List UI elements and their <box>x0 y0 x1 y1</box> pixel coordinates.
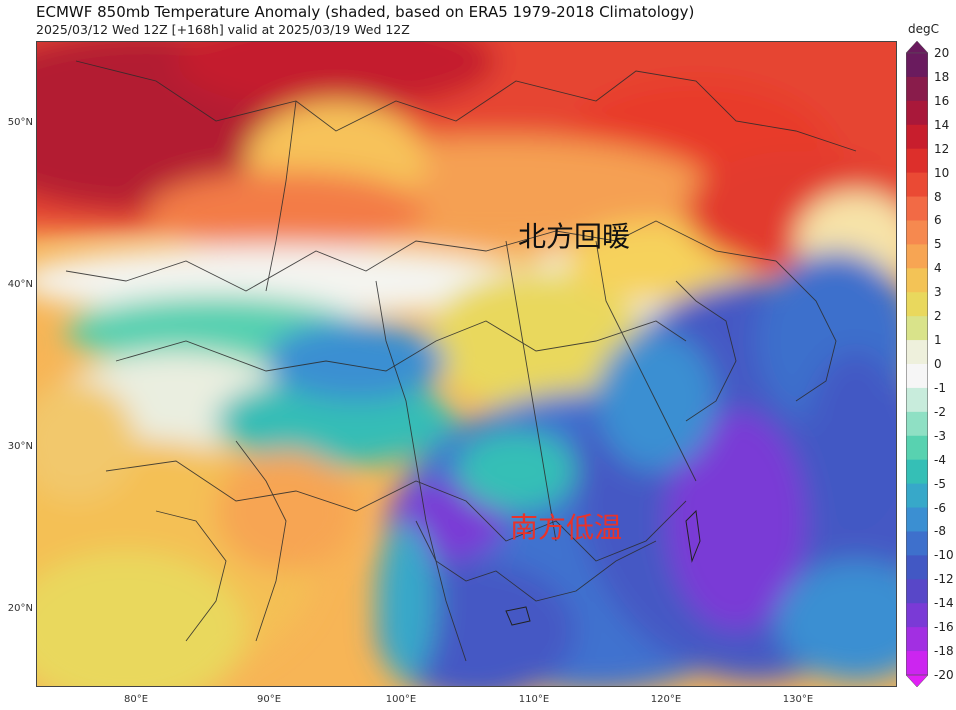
colorbar-segment <box>906 100 928 126</box>
colorbar-segment <box>906 555 928 580</box>
colorbar-tick-label: 16 <box>934 93 950 108</box>
lon-label-90: 90°E <box>256 694 282 705</box>
colorbar-tick-label: 3 <box>934 285 942 300</box>
colorbar-segment <box>906 196 928 222</box>
colorbar-segment <box>906 292 928 317</box>
colorbar-tick-label: -18 <box>934 644 954 659</box>
colorbar-frame <box>906 52 928 676</box>
colorbar-segment <box>906 148 928 174</box>
lat-label-40: 40°N <box>7 279 33 290</box>
colorbar-segment <box>906 364 928 389</box>
colorbar-segment <box>906 76 928 102</box>
colorbar-segment <box>906 603 928 628</box>
colorbar-segment <box>906 316 928 341</box>
colorbar <box>906 41 928 687</box>
colorbar-tick-label: 18 <box>934 69 950 84</box>
colorbar-segment <box>906 507 928 533</box>
colorbar-tick-label: 1 <box>934 333 942 348</box>
colorbar-tick-label: -12 <box>934 572 954 587</box>
colorbar-segment <box>906 483 928 509</box>
colorbar-segment <box>906 220 928 245</box>
lon-label-110: 110°E <box>518 694 550 705</box>
lon-label-130: 130°E <box>782 694 814 705</box>
colorbar-tick-label: -20 <box>934 668 954 682</box>
colorbar-tick-label: 14 <box>934 117 950 132</box>
chart-title: ECMWF 850mb Temperature Anomaly (shaded,… <box>36 3 695 21</box>
colorbar-segment <box>906 340 928 365</box>
colorbar-segment <box>906 53 928 78</box>
colorbar-tick-label: 12 <box>934 141 950 156</box>
colorbar-tick-label: 8 <box>934 189 942 204</box>
colorbar-tick-label: 5 <box>934 237 942 252</box>
lat-label-20: 20°N <box>7 603 33 614</box>
colorbar-segment <box>906 651 928 676</box>
lat-label-50: 50°N <box>7 117 33 128</box>
colorbar-tick-label: 2 <box>934 309 942 324</box>
colorbar-segment <box>906 579 928 604</box>
annotation-north-warming: 北方回暖 <box>518 220 631 253</box>
colorbar-tick-label: -1 <box>934 380 946 395</box>
colorbar-tick-label: -16 <box>934 620 954 635</box>
colorbar-segment <box>906 627 928 652</box>
colorbar-top-arrow <box>906 41 928 54</box>
colorbar-tick-label: -3 <box>934 428 946 443</box>
colorbar-segment <box>906 459 928 485</box>
colorbar-tick-label: -4 <box>934 452 946 467</box>
colorbar-tick-label: 0 <box>934 357 942 371</box>
lon-label-80: 80°E <box>123 694 149 705</box>
temperature-anomaly-map <box>36 41 897 687</box>
chart-subtitle: 2025/03/12 Wed 12Z [+168h] valid at 2025… <box>36 22 410 37</box>
colorbar-segment <box>906 124 928 150</box>
colorbar-tick-label: 20 <box>934 46 950 60</box>
lon-label-100: 100°E <box>385 694 417 705</box>
colorbar-segment <box>906 411 928 437</box>
colorbar-tick-label: 10 <box>934 165 950 180</box>
colorbar-tick-label: 4 <box>934 261 942 276</box>
colorbar-unit: degC <box>908 22 939 36</box>
colorbar-segment <box>906 387 928 413</box>
lon-label-120: 120°E <box>650 694 682 705</box>
colorbar-tick-label: -5 <box>934 476 946 491</box>
colorbar-tick-label: -8 <box>934 524 946 539</box>
colorbar-tick-label: -10 <box>934 548 954 563</box>
colorbar-segment <box>906 531 928 556</box>
colorbar-tick-label: -2 <box>934 404 946 419</box>
colorbar-segment <box>906 244 928 269</box>
colorbar-segment <box>906 268 928 293</box>
colorbar-segment <box>906 172 928 198</box>
lat-label-30: 30°N <box>7 441 33 452</box>
colorbar-tick-label: -14 <box>934 596 954 611</box>
colorbar-bottom-arrow <box>906 674 928 687</box>
colorbar-tick-label: 6 <box>934 213 942 228</box>
colorbar-segment <box>906 435 928 461</box>
colorbar-tick-label: -6 <box>934 500 946 515</box>
annotation-south-cold: 南方低温 <box>510 511 623 544</box>
